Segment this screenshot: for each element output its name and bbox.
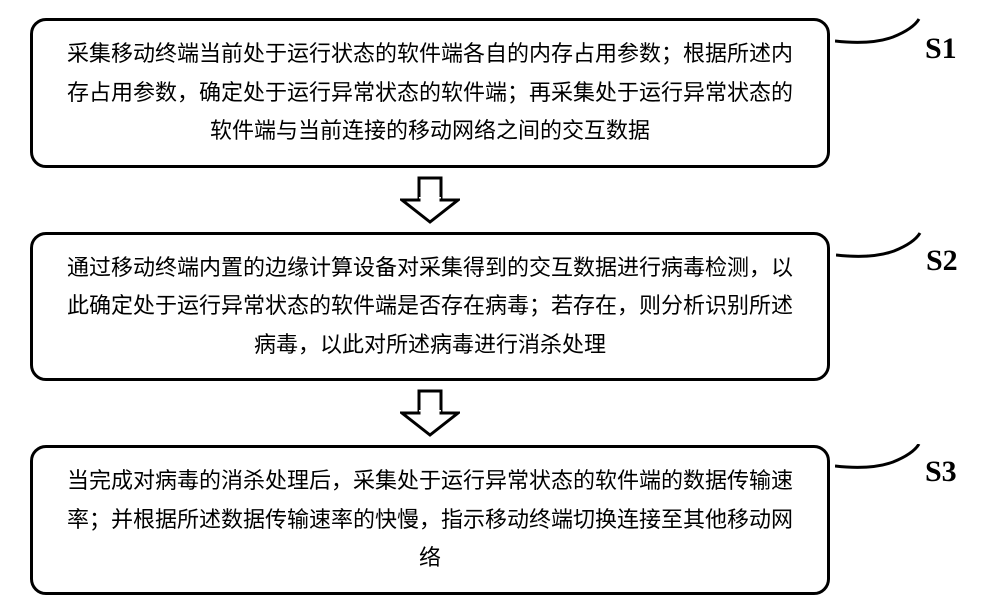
step-box-s3: 当完成对病毒的消杀处理后，采集处于运行异常状态的软件端的数据传输速率；并根据所述… [30, 445, 830, 595]
flow-arrow [30, 381, 830, 445]
flow-arrow [30, 168, 830, 232]
step-box-s2: 通过移动终端内置的边缘计算设备对采集得到的交互数据进行病毒检测，以此确定处于运行… [30, 232, 830, 382]
step-text: 当完成对病毒的消杀处理后，采集处于运行异常状态的软件端的数据传输速率；并根据所述… [67, 468, 793, 570]
step-text: 通过移动终端内置的边缘计算设备对采集得到的交互数据进行病毒检测，以此确定处于运行… [67, 255, 793, 357]
step-label-s2: S2 [836, 231, 966, 291]
step-text: 采集移动终端当前处于运行状态的软件端各自的内存占用参数；根据所述内存占用参数，确… [67, 41, 793, 143]
step-label-text: S1 [925, 23, 957, 76]
step-label-s3: S3 [835, 444, 965, 504]
step-label-s1: S1 [835, 17, 965, 77]
flowchart-container: 采集移动终端当前处于运行状态的软件端各自的内存占用参数；根据所述内存占用参数，确… [30, 18, 970, 595]
step-box-s1: 采集移动终端当前处于运行状态的软件端各自的内存占用参数；根据所述内存占用参数，确… [30, 18, 830, 168]
step-label-text: S2 [926, 235, 958, 288]
step-label-text: S3 [925, 446, 957, 499]
